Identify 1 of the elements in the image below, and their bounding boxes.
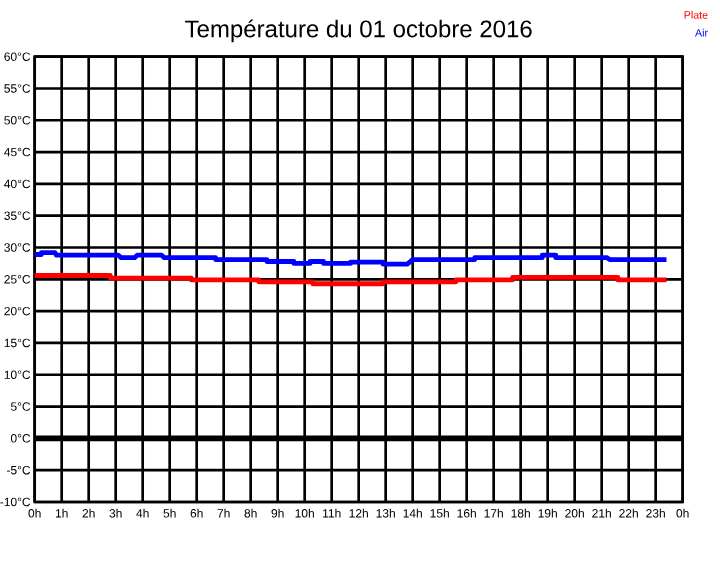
chart-title: Température du 01 octobre 2016 (185, 19, 532, 43)
